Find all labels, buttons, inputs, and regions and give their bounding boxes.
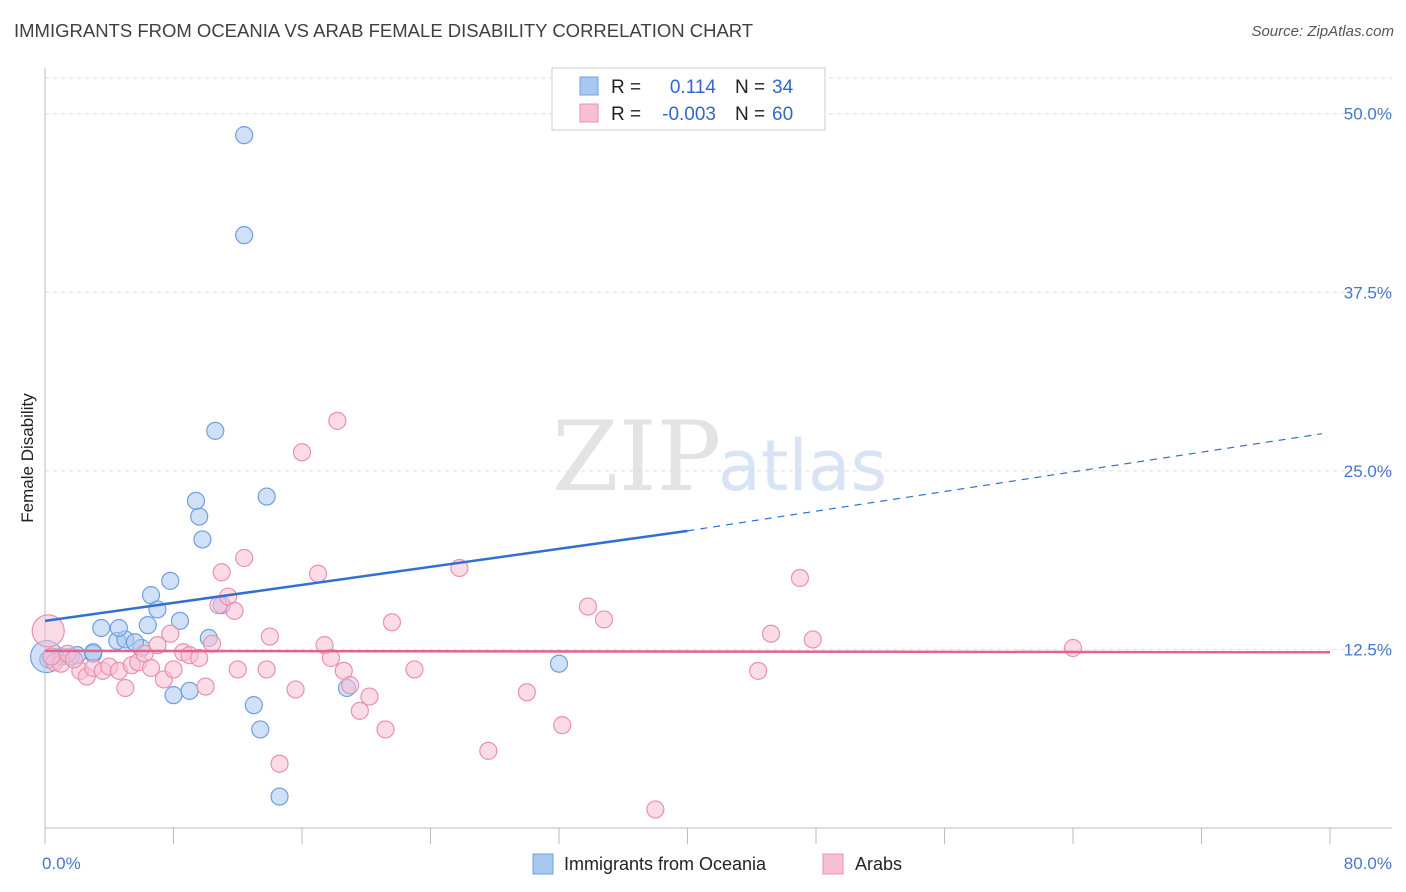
oceania-point-17	[164, 686, 183, 705]
legend-r-label-oceania: R =	[611, 77, 641, 98]
x-tick-min: 0.0%	[42, 854, 81, 873]
arabs-point-50	[578, 597, 598, 616]
series-arabs-points	[31, 411, 1083, 819]
bottom-legend-swatch-oceania	[532, 853, 554, 875]
legend-r-label-arabs: R =	[611, 104, 641, 125]
arabs-point-34	[292, 443, 312, 462]
oceania-point-15	[161, 571, 180, 590]
arabs-point-18	[164, 660, 183, 679]
arabs-point-52	[646, 800, 665, 819]
oceania-point-19	[190, 507, 209, 526]
arabs-point-59	[64, 650, 84, 669]
arabs-point-57	[1063, 638, 1083, 658]
legend-n-label-oceania: N =	[735, 77, 765, 98]
oceania-point-20	[186, 491, 206, 510]
arabs-point-35	[308, 564, 328, 583]
arabs-point-25	[212, 563, 231, 582]
watermark-atlas: atlas	[718, 425, 887, 507]
bottom-legend-swatch-arabs	[822, 853, 844, 875]
series-oceania-points	[30, 126, 569, 806]
y-tick-label-0: 12.5%	[1344, 640, 1392, 659]
arabs-point-21	[190, 648, 209, 668]
arabs-point-32	[270, 754, 289, 773]
arabs-point-10	[116, 678, 135, 698]
oceania-point-29	[257, 487, 276, 506]
oceania-point-10	[109, 618, 128, 638]
arabs-point-54	[761, 624, 781, 643]
bottom-legend-label-arabs: Arabs	[855, 854, 902, 874]
axes	[44, 68, 1392, 844]
arabs-point-56	[790, 568, 810, 588]
arabs-point-38	[328, 411, 347, 430]
bottom-legend-label-oceania: Immigrants from Oceania	[564, 854, 767, 874]
legend-n-value-arabs: 60	[772, 104, 793, 125]
oceania-point-25	[235, 126, 254, 145]
watermark-zip: ZIP	[552, 401, 721, 513]
oceania-point-24	[206, 421, 225, 440]
arabs-point-27	[225, 601, 244, 620]
arabs-point-41	[350, 701, 369, 720]
arabs-point-0	[31, 614, 65, 648]
arabs-point-55	[803, 630, 822, 649]
oceania-point-21	[193, 530, 212, 549]
legend-swatch-arabs	[579, 103, 599, 123]
trend-line-oceania-extension	[687, 433, 1323, 532]
arabs-point-51	[594, 610, 614, 629]
oceania-point-28	[251, 720, 270, 739]
chart-title: IMMIGRANTS FROM OCEANIA VS ARAB FEMALE D…	[14, 20, 754, 41]
legend-r-value-arabs: -0.003	[662, 104, 716, 125]
oceania-point-12	[138, 616, 157, 635]
arabs-point-53	[749, 661, 768, 680]
arabs-point-47	[479, 741, 498, 760]
oceania-point-32	[549, 654, 569, 673]
arabs-point-42	[360, 687, 379, 706]
arabs-point-48	[517, 683, 536, 702]
series-legend: Immigrants from Oceania Arabs	[532, 853, 902, 875]
oceania-point-16	[170, 611, 190, 630]
arabs-point-44	[382, 613, 402, 632]
legend-n-label-arabs: N =	[735, 104, 765, 125]
legend-n-value-oceania: 34	[772, 77, 794, 98]
y-tick-label-2: 37.5%	[1344, 283, 1392, 302]
arabs-point-37	[321, 648, 341, 668]
arabs-point-33	[286, 680, 305, 699]
arabs-point-15	[148, 636, 167, 655]
oceania-point-30	[270, 787, 289, 806]
trend-line-arabs	[44, 649, 1331, 654]
arabs-point-31	[260, 627, 279, 646]
oceania-point-26	[235, 226, 254, 245]
arabs-point-43	[376, 720, 395, 739]
stats-legend: R = 0.114 N = 34 R = -0.003 N = 60	[551, 67, 826, 131]
arabs-point-17	[161, 624, 180, 643]
arabs-point-23	[202, 634, 222, 653]
arabs-point-58	[42, 647, 61, 666]
legend-swatch-oceania	[579, 76, 599, 96]
y-tick-label-3: 50.0%	[1344, 105, 1392, 124]
arabs-point-40	[341, 676, 360, 695]
oceania-point-6	[84, 643, 103, 662]
oceania-point-18	[180, 681, 199, 700]
oceania-point-5	[92, 618, 111, 638]
arabs-point-49	[553, 716, 572, 735]
arabs-point-14	[141, 658, 161, 678]
chart-source: Source: ZipAtlas.com	[1251, 23, 1394, 40]
arabs-point-28	[228, 660, 247, 679]
legend-r-value-oceania: 0.114	[670, 77, 717, 98]
trend-line-oceania	[44, 529, 688, 623]
x-tick-max: 80.0%	[1344, 854, 1392, 873]
arabs-point-29	[235, 548, 254, 568]
y-axis-label: Female Disability	[18, 393, 37, 523]
oceania-point-27	[244, 696, 263, 715]
arabs-point-22	[196, 677, 215, 696]
trend-lines	[44, 433, 1331, 654]
arabs-point-30	[257, 660, 276, 679]
arabs-point-45	[405, 660, 424, 679]
y-tick-labels: 12.5% 25.0% 37.5% 50.0%	[1344, 105, 1392, 660]
y-tick-label-1: 25.0%	[1344, 462, 1392, 481]
